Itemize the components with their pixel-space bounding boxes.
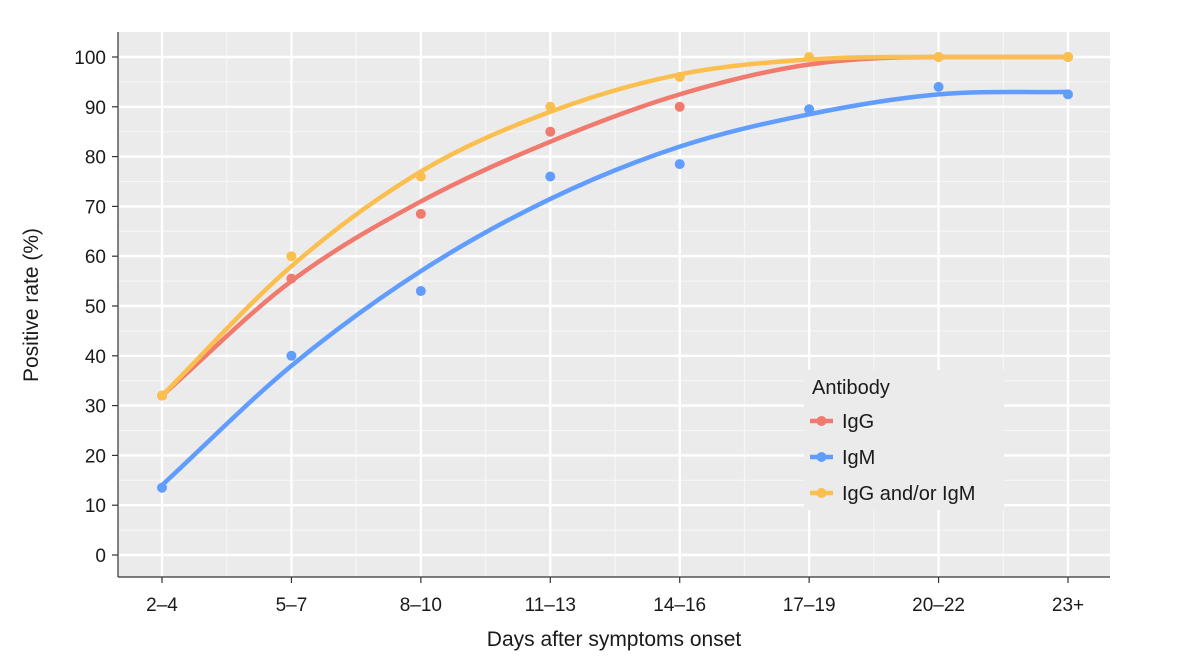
data-point-2-5 — [804, 52, 815, 62]
legend-key-point-1 — [816, 452, 827, 462]
data-point-1-4 — [674, 159, 685, 170]
x-tick-label: 11–13 — [525, 595, 576, 616]
y-tick-label: 10 — [85, 496, 106, 517]
data-point-2-6 — [933, 52, 944, 62]
legend-items: IgG IgM IgG and/or IgM — [810, 411, 975, 505]
x-tick-label: 23+ — [1052, 595, 1084, 616]
x-tick-label: 2–4 — [146, 595, 178, 616]
x-tick-label: 8–10 — [400, 595, 442, 616]
y-tick-label: 70 — [85, 197, 106, 218]
x-axis-title: Days after symptoms onset — [487, 628, 742, 651]
x-axis-ticks: 2–4 5–7 8–10 11–13 14–16 17–19 20–22 23+ — [146, 577, 1084, 616]
legend-label-2: IgG and/or IgM — [842, 483, 975, 505]
x-tick-label: 17–19 — [783, 595, 836, 616]
y-tick-label: 50 — [85, 297, 106, 318]
y-tick-label: 20 — [85, 446, 106, 467]
data-point-1-1 — [286, 350, 297, 361]
legend-key-point-0 — [816, 416, 827, 426]
legend: Antibody IgG IgM IgG and/or IgM — [804, 370, 1004, 510]
data-point-1-0 — [157, 482, 167, 493]
x-tick-label: 20–22 — [912, 595, 965, 616]
y-tick-label: 90 — [85, 98, 106, 119]
data-points — [157, 52, 1073, 493]
series-line-1 — [159, 89, 1071, 488]
data-point-0-3 — [545, 126, 556, 137]
series-line-2 — [159, 54, 1071, 398]
y-tick-label: 60 — [85, 247, 106, 268]
y-tick-label: 30 — [85, 397, 106, 418]
data-point-2-7 — [1063, 52, 1073, 62]
legend-title: Antibody — [812, 377, 890, 399]
data-point-1-7 — [1063, 89, 1073, 100]
x-tick-label: 14–16 — [653, 595, 706, 616]
data-point-2-1 — [286, 251, 297, 262]
data-point-2-2 — [415, 171, 426, 182]
legend-key-point-2 — [816, 488, 827, 498]
data-point-1-3 — [545, 171, 556, 182]
data-point-2-4 — [674, 71, 685, 82]
y-tick-label: 80 — [85, 148, 106, 169]
y-tick-label: 0 — [95, 546, 106, 567]
legend-label-0: IgG — [842, 411, 874, 433]
data-point-2-3 — [545, 101, 556, 112]
data-point-1-6 — [933, 81, 944, 92]
data-point-2-0 — [157, 390, 167, 401]
legend-background — [804, 370, 1004, 510]
data-point-1-5 — [804, 104, 815, 115]
data-point-0-1 — [286, 273, 297, 284]
data-point-0-4 — [674, 101, 685, 112]
data-point-0-2 — [415, 208, 426, 219]
y-axis-ticks: 0 10 20 30 40 50 60 70 80 90 100 — [74, 48, 118, 567]
x-tick-label: 5–7 — [276, 595, 308, 616]
y-tick-label: 100 — [74, 48, 106, 69]
data-point-1-2 — [415, 286, 426, 297]
y-axis-title: Positive rate (%) — [20, 228, 43, 382]
legend-label-1: IgM — [842, 447, 875, 469]
y-tick-label: 40 — [85, 347, 106, 368]
axes — [117, 32, 1110, 578]
